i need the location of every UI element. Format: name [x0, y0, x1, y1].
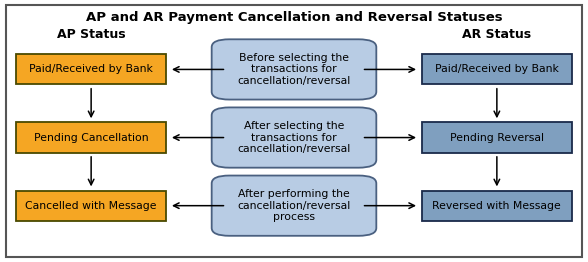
Text: After selecting the
transactions for
cancellation/reversal: After selecting the transactions for can…	[238, 121, 350, 154]
Text: Paid/Received by Bank: Paid/Received by Bank	[29, 64, 153, 74]
FancyBboxPatch shape	[212, 107, 376, 168]
FancyBboxPatch shape	[212, 176, 376, 236]
Text: Reversed with Message: Reversed with Message	[433, 201, 561, 211]
Text: Paid/Received by Bank: Paid/Received by Bank	[435, 64, 559, 74]
Text: Cancelled with Message: Cancelled with Message	[25, 201, 157, 211]
Text: After performing the
cancellation/reversal
process: After performing the cancellation/revers…	[238, 189, 350, 222]
FancyBboxPatch shape	[16, 54, 166, 84]
FancyBboxPatch shape	[422, 123, 572, 152]
Text: AP Status: AP Status	[57, 28, 125, 41]
FancyBboxPatch shape	[16, 191, 166, 221]
Text: Pending Cancellation: Pending Cancellation	[34, 133, 148, 143]
FancyBboxPatch shape	[212, 39, 376, 100]
Text: Before selecting the
transactions for
cancellation/reversal: Before selecting the transactions for ca…	[238, 53, 350, 86]
Text: AR Status: AR Status	[462, 28, 532, 41]
FancyBboxPatch shape	[422, 54, 572, 84]
FancyBboxPatch shape	[422, 191, 572, 221]
Text: AP and AR Payment Cancellation and Reversal Statuses: AP and AR Payment Cancellation and Rever…	[86, 10, 502, 24]
Text: Pending Reversal: Pending Reversal	[450, 133, 544, 143]
FancyBboxPatch shape	[16, 123, 166, 152]
